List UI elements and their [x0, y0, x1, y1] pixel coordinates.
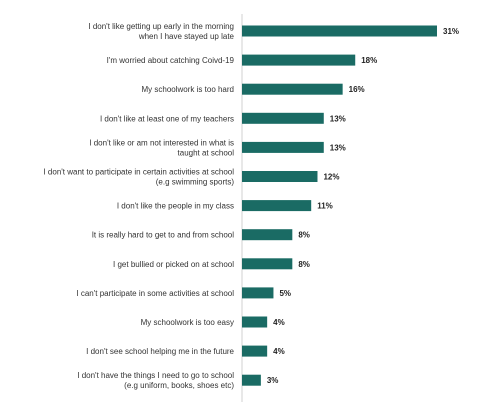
bar [242, 229, 293, 241]
bar-row: I don't like at least one of my teachers… [100, 112, 346, 124]
category-label: I don't want to participate in certain a… [43, 168, 234, 177]
bar-row: I don't like getting up early in the mor… [88, 22, 459, 41]
bar [242, 345, 268, 357]
value-label: 31% [443, 27, 459, 36]
category-label: I don't like or am not interested in wha… [89, 138, 234, 147]
value-label: 11% [317, 202, 333, 211]
bar-row: I don't have the things I need to go to … [77, 371, 278, 390]
bar [242, 374, 261, 386]
value-label: 16% [349, 85, 365, 94]
value-label: 4% [273, 318, 285, 327]
bar [242, 316, 268, 328]
bar [242, 25, 437, 37]
category-label: It is really hard to get to and from sch… [92, 231, 235, 240]
category-label: taught at school [178, 148, 235, 157]
bar [242, 287, 274, 299]
bar-row: I can't participate in some activities a… [76, 287, 291, 299]
bar-row: I don't like or am not interested in wha… [89, 138, 346, 157]
bar-row: It is really hard to get to and from sch… [92, 229, 310, 241]
value-label: 3% [267, 376, 279, 385]
category-label: My schoolwork is too easy [141, 318, 234, 327]
category-label: My schoolwork is too hard [142, 85, 234, 94]
value-label: 4% [273, 347, 285, 356]
bar-row: My schoolwork is too hard 16% [142, 83, 365, 95]
category-label: I don't like at least one of my teachers [100, 114, 234, 123]
value-label: 13% [330, 143, 346, 152]
bar [242, 258, 293, 270]
bar-row: I don't want to participate in certain a… [43, 168, 339, 187]
category-label: (e.g swimming sports) [156, 178, 235, 187]
bar [242, 54, 356, 66]
category-label: I get bullied or picked on at school [113, 260, 234, 269]
category-label: I can't participate in some activities a… [76, 289, 234, 298]
category-label: I don't like getting up early in the mor… [88, 22, 234, 31]
bar [242, 171, 318, 182]
bar-row: I don't like the people in my class 11% [117, 200, 333, 212]
category-label: I don't like the people in my class [117, 202, 234, 211]
bar [242, 141, 324, 153]
bar-row: My schoolwork is too easy 4% [141, 316, 285, 328]
bar [242, 112, 324, 124]
category-label: when I have stayed up late [138, 32, 235, 41]
bar [242, 83, 343, 95]
value-label: 5% [279, 289, 291, 298]
bar [242, 200, 312, 212]
value-label: 12% [323, 173, 339, 182]
value-label: 8% [298, 231, 310, 240]
value-label: 8% [298, 260, 310, 269]
value-label: 13% [330, 114, 346, 123]
value-label: 18% [361, 56, 377, 65]
category-label: (e.g uniform, books, shoes etc) [124, 381, 234, 390]
bar-row: I don't see school helping me in the fut… [86, 345, 285, 357]
category-label: I don't see school helping me in the fut… [86, 347, 234, 356]
category-label: I don't have the things I need to go to … [77, 371, 234, 380]
bar-row: I get bullied or picked on at school 8% [113, 258, 310, 270]
category-label: I'm worried about catching Coivd-19 [107, 56, 235, 65]
bar-row: I'm worried about catching Coivd-19 18% [107, 54, 377, 66]
